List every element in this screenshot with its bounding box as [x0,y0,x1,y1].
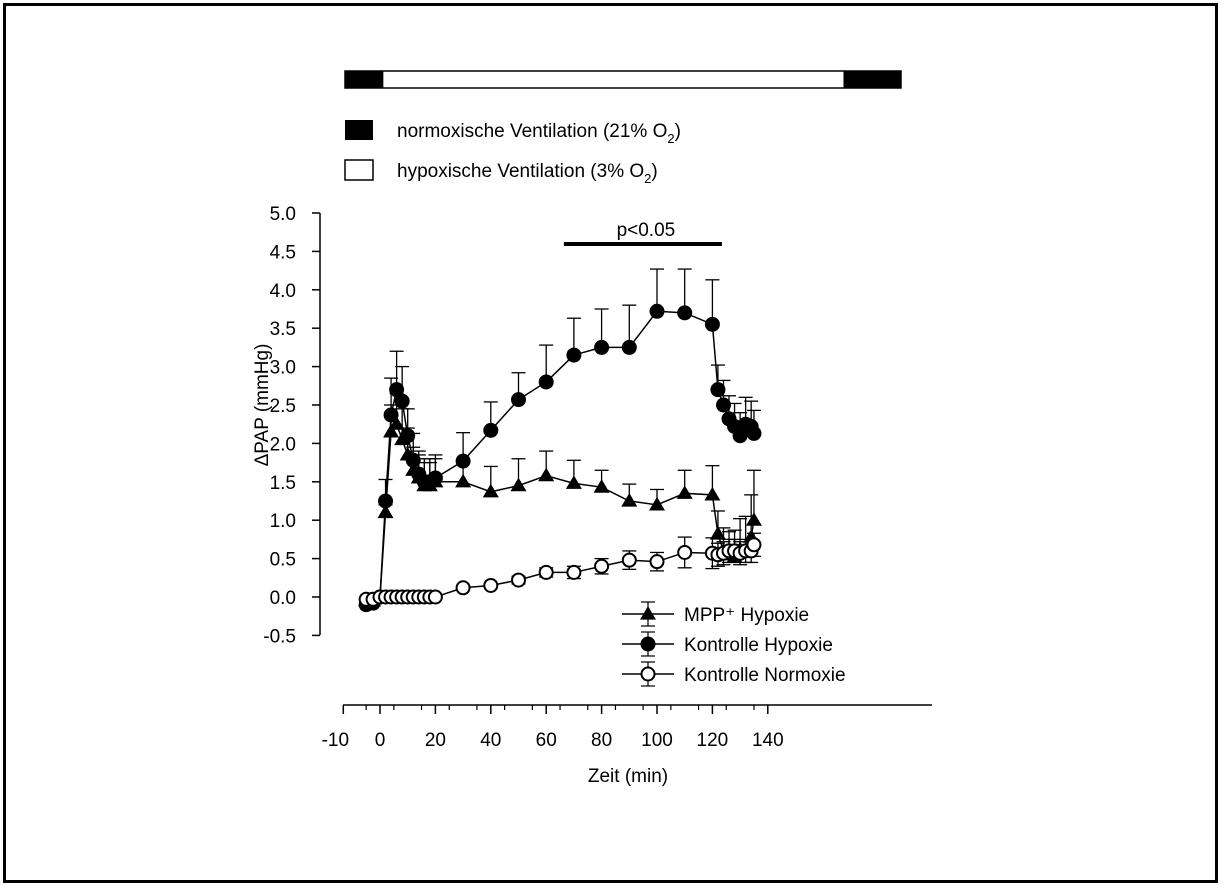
triangle-marker [593,479,610,493]
ventilation-segment-normoxic [345,71,384,88]
triangle-marker [482,483,499,498]
triangle-marker [388,416,405,430]
filled-circle-marker [405,452,421,468]
y-tick-label: 2.5 [270,396,296,417]
filled-circle-marker [511,392,526,408]
filled-circle-marker [566,347,582,363]
filled-circle-marker [383,407,399,423]
open-circle-marker [621,552,637,568]
filled-circle-marker [389,382,405,398]
filled-circle-marker [746,425,762,441]
series-filled-circle [358,268,762,613]
open-circle-marker [677,544,693,560]
legend-label: Kontrolle Hypoxie [684,635,833,656]
filled-circle-marker [677,305,693,321]
triangle-marker [640,606,656,620]
ventilation-bar-outline [344,70,902,89]
x-tick-label: -10 [322,730,349,751]
filled-circle-marker [715,397,731,413]
triangle-marker [649,496,665,511]
axes: 5.0 4.5 4.0 3.5 3.0 2.5 2.0 1.5 1.0 0.5 0.0 -0.5 -1… [263,204,932,751]
open-circle-marker [640,666,656,682]
ventilation-bar-segments [345,71,901,88]
hypoxic-swatch [344,159,374,181]
filled-circle-marker [394,393,410,409]
series-legend: MPP⁺ Hypoxie Kontrolle Hypoxie Kontrolle N… [622,601,846,687]
y-tick-label: 4.0 [270,281,296,302]
triangle-marker [704,486,721,501]
triangle-marker [676,485,693,499]
x-tick-label: 60 [536,730,557,751]
triangle-marker [709,526,726,540]
open-circle-marker [594,558,610,574]
y-tick-label: 2.0 [270,434,296,455]
triangle-marker [455,473,472,488]
filled-circle-marker [594,339,610,355]
y-tick-label: -0.5 [263,626,296,647]
triangle-marker [538,467,555,482]
filled-circle-marker [640,636,656,652]
open-circle-marker [649,554,665,570]
y-tick-label: 4.5 [270,242,296,263]
filled-circle-marker [621,339,637,355]
open-circle-marker [566,564,582,580]
triangle-marker [745,512,762,526]
x-tick-label: 0 [375,730,386,751]
y-tick-label: 1.0 [270,511,296,532]
normoxic-legend-text: normoxische Ventilation (21% O2) [397,121,681,146]
data-series [358,268,762,613]
filled-circle-marker [704,316,720,332]
series-open-circle [358,532,762,607]
x-tick-label: 140 [752,730,784,751]
y-tick-label: 1.5 [270,473,296,494]
significance-marker: p<0.05 [563,220,722,246]
filled-circle-marker [710,382,726,398]
open-circle-marker [455,580,471,596]
triangle-marker [383,423,400,438]
open-circle-marker [538,564,554,580]
triangle-marker [565,475,582,489]
series-triangle [358,392,762,607]
filled-circle-marker [649,303,665,319]
x-tick-label: 120 [697,730,729,751]
x-tick-label: 100 [641,730,673,751]
y-ticks: 5.0 4.5 4.0 3.5 3.0 2.5 2.0 1.5 1.0 0.5 0.0 -0.5 [263,204,320,647]
triangle-marker [621,493,638,507]
y-tick-label: 0.5 [270,550,296,571]
x-tick-label: 40 [480,730,501,751]
significance-label: p<0.05 [617,220,676,241]
open-circle-marker [483,577,499,593]
ventilation-segment-normoxic [843,71,901,88]
filled-circle-marker [427,470,443,486]
x-tick-label: 80 [591,730,612,751]
filled-circle-marker [455,453,471,469]
y-tick-label: 0.0 [270,588,296,609]
x-axis-label: Zeit (min) [588,766,668,787]
legend-label: MPP⁺ Hypoxie [684,605,809,626]
ventilation-legend: normoxische Ventilation (21% O2) hypoxis… [344,120,681,186]
normoxic-swatch [345,120,373,140]
x-ticks: -10 0 20 40 60 80 100 120 140 [322,705,784,751]
open-circle-marker [746,537,762,553]
y-tick-label: 3.0 [270,358,296,379]
filled-circle-marker [483,422,499,438]
filled-circle-marker [538,374,554,390]
series-line [365,310,755,606]
triangle-marker [510,477,527,492]
figure-frame [3,3,1218,883]
filled-circle-marker [732,428,748,444]
open-circle-marker [511,572,526,588]
y-tick-label: 3.5 [270,319,296,340]
filled-circle-marker [400,428,416,444]
open-circle-marker [427,589,443,605]
y-tick-label: 5.0 [270,204,296,225]
legend-label: Kontrolle Normoxie [684,665,846,686]
hypoxic-legend-text: hypoxische Ventilation (3% O2) [397,161,658,186]
filled-circle-marker [378,493,394,509]
ventilation-bar [344,70,902,89]
y-axis-label: ΔPAP (mmHg) [252,344,273,467]
x-tick-label: 20 [425,730,446,751]
